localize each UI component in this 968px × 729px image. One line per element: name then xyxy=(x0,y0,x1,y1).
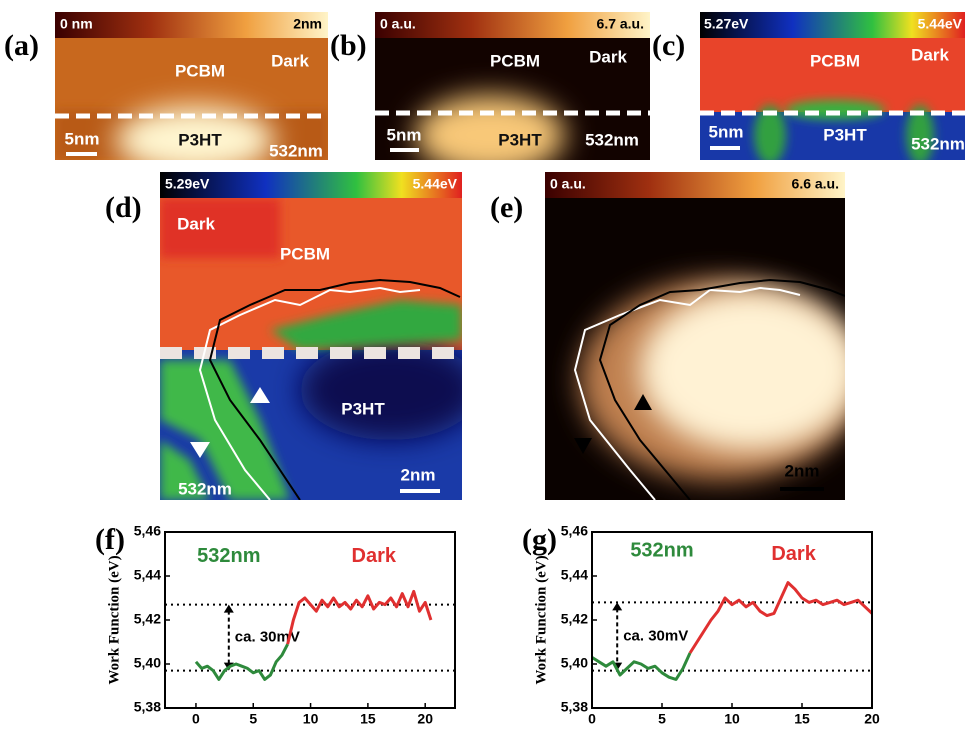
panel-label: (c) xyxy=(652,29,685,62)
x-tick-label: 10 xyxy=(724,711,740,727)
x-tick-label: 15 xyxy=(360,711,376,727)
region-label: 532nm xyxy=(178,479,232,498)
y-axis-label: Work Function (eV) xyxy=(533,555,549,684)
y-axis-label: Work Function (eV) xyxy=(106,555,122,684)
y-tick-label: 5,40 xyxy=(561,655,588,671)
y-tick-label: 5,44 xyxy=(561,567,588,583)
scalebar-label: 5nm xyxy=(65,129,100,148)
region-label: Dark xyxy=(911,45,949,64)
panel-c: (c) 5.27eV 5.44eV PCBM Dark P3HT 532nm 5… xyxy=(652,12,965,160)
arrow-head xyxy=(223,604,234,613)
panel-label: (a) xyxy=(4,29,39,62)
panel-label: (b) xyxy=(330,29,367,62)
region-label: Dark xyxy=(271,51,309,70)
panel-label: (e) xyxy=(490,191,523,224)
colorbar-max: 6.7 a.u. xyxy=(597,16,644,32)
colorbar-min: 0 nm xyxy=(60,16,93,32)
colorbar-min: 0 a.u. xyxy=(550,176,586,192)
x-tick-label: 5 xyxy=(249,711,257,727)
region-label: P3HT xyxy=(498,130,542,149)
region-label: PCBM xyxy=(280,244,330,263)
region-label: 532nm xyxy=(585,130,639,149)
map-image xyxy=(55,38,328,160)
series-label: 532nm xyxy=(197,545,260,567)
panel-a: (a) 0 nm 2nm PCBM Dark P3HT 532nm 5nm xyxy=(4,12,328,160)
region-label: 532nm xyxy=(269,141,323,160)
plot-frame xyxy=(164,531,456,709)
colorbar-min: 0 a.u. xyxy=(380,16,416,32)
map-image xyxy=(160,198,462,500)
x-tick-label: 10 xyxy=(303,711,319,727)
scalebar-label: 5nm xyxy=(387,125,422,144)
panel-label: (d) xyxy=(105,191,142,224)
region-label: PCBM xyxy=(175,61,225,80)
panel-d: (d) 5.29eV 5.44eV Dark PCBM P3HT 532nm 2… xyxy=(105,172,462,500)
line-chart: (g) 5,38 5,40 5,42 5,44 5,46 0 5 10 15 20 ca. 30mV 5… xyxy=(522,523,880,727)
region-label: PCBM xyxy=(810,51,860,70)
line-chart: (f) 5,38 5,40 5,42 5,44 5,46 0 5 10 15 20 ca. 30mV 5… xyxy=(95,523,456,727)
x-tick-label: 20 xyxy=(864,711,880,727)
colorbar-max: 5.44eV xyxy=(413,176,458,192)
colorbar-max: 6.6 a.u. xyxy=(792,176,839,192)
annotation: ca. 30mV xyxy=(623,627,688,644)
annotation: ca. 30mV xyxy=(235,629,300,646)
y-tick-label: 5,40 xyxy=(134,655,161,671)
region-label: 532nm xyxy=(911,134,965,153)
region-label: Dark xyxy=(177,214,215,233)
colorbar xyxy=(375,12,650,38)
scalebar-label: 2nm xyxy=(785,461,820,480)
region-label: P3HT xyxy=(823,125,867,144)
region-label: P3HT xyxy=(178,130,222,149)
map-image xyxy=(700,38,965,160)
series-label: Dark xyxy=(352,545,397,567)
region-label: Dark xyxy=(589,47,627,66)
colorbar-max: 5.44eV xyxy=(918,16,963,32)
panel-label: (f) xyxy=(95,523,125,556)
x-tick-label: 5 xyxy=(658,711,666,727)
x-tick-label: 0 xyxy=(588,711,596,727)
colorbar-min: 5.27eV xyxy=(704,16,749,32)
colorbar xyxy=(160,172,462,198)
colorbar xyxy=(700,12,965,38)
scalebar-label: 2nm xyxy=(401,465,436,484)
x-tick-label: 20 xyxy=(417,711,433,727)
data-line xyxy=(688,581,874,654)
y-tick-label: 5,46 xyxy=(561,523,588,539)
y-tick-label: 5,38 xyxy=(561,699,588,715)
y-tick-label: 5,42 xyxy=(134,611,161,627)
series-label: Dark xyxy=(771,543,816,565)
plot-frame xyxy=(591,531,873,709)
y-tick-label: 5,46 xyxy=(134,523,161,539)
region-label: PCBM xyxy=(490,51,540,70)
colorbar xyxy=(55,12,328,38)
arrow-head xyxy=(612,602,623,611)
y-tick-label: 5,38 xyxy=(134,699,161,715)
data-line xyxy=(286,589,433,645)
series-label: 532nm xyxy=(630,540,693,562)
data-line xyxy=(194,643,289,681)
data-line xyxy=(591,652,692,681)
x-tick-label: 0 xyxy=(192,711,200,727)
scalebar-label: 5nm xyxy=(709,122,744,141)
colorbar-max: 2nm xyxy=(293,16,322,32)
colorbar xyxy=(545,172,845,198)
panel-b: (b) 0 a.u. 6.7 a.u. PCBM Dark P3HT 532nm… xyxy=(330,12,650,160)
panel-label: (g) xyxy=(522,523,557,556)
colorbar-min: 5.29eV xyxy=(165,176,210,192)
map-image xyxy=(375,38,650,160)
map-image xyxy=(545,198,845,500)
region-label: P3HT xyxy=(341,399,385,418)
y-tick-label: 5,44 xyxy=(134,567,161,583)
y-tick-label: 5,42 xyxy=(561,611,588,627)
panel-e: (e) 0 a.u. 6.6 a.u. 2nm xyxy=(490,172,845,500)
x-tick-label: 15 xyxy=(794,711,810,727)
